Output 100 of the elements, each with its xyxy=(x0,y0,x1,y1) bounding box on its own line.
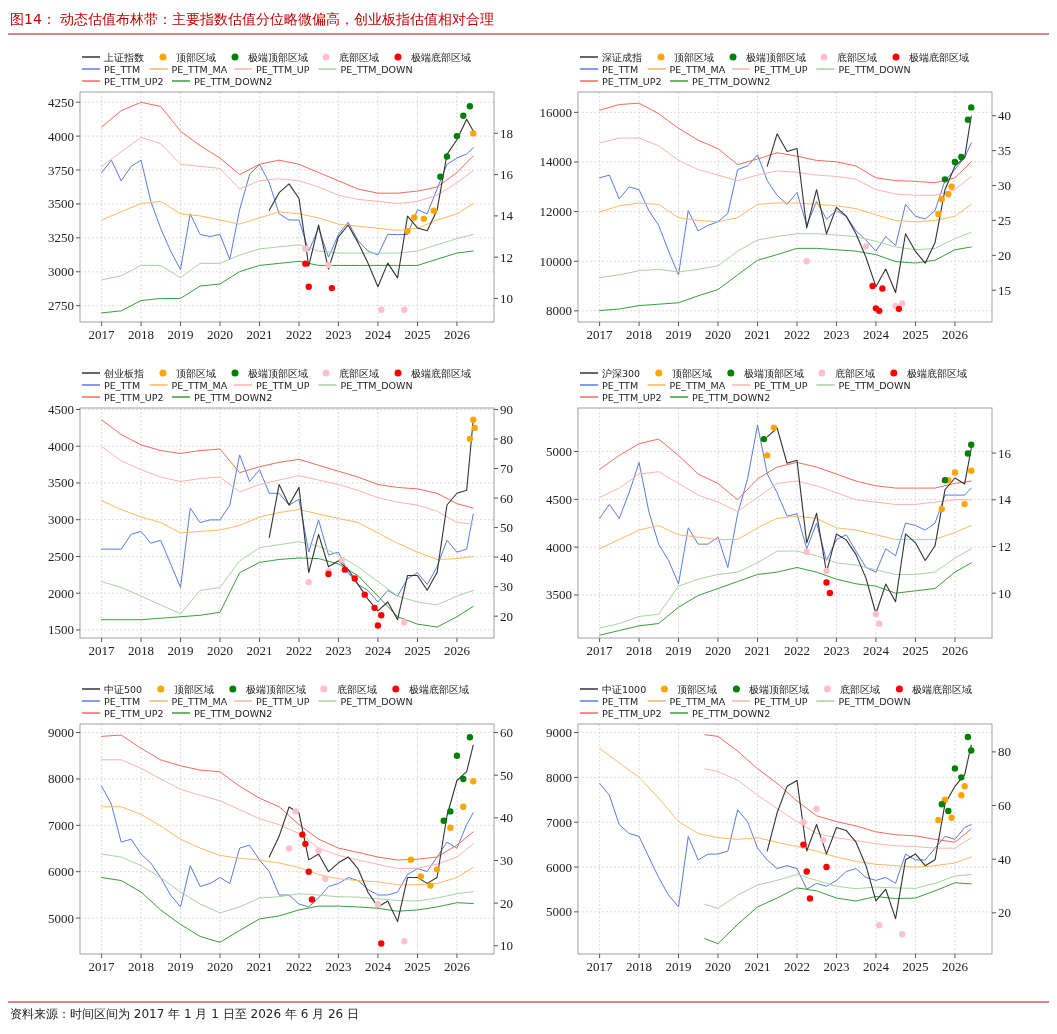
y2-tick-label: 14 xyxy=(500,208,514,224)
legend-label: 顶部区域 xyxy=(176,51,216,63)
line-series xyxy=(704,734,972,843)
y2-tick-label: 30 xyxy=(500,852,513,868)
point xyxy=(430,207,437,214)
point xyxy=(302,840,309,848)
legend-label: PE_TTM xyxy=(602,63,639,75)
y2-tick-label: 15 xyxy=(998,282,1011,298)
x-tick-label: 2025 xyxy=(404,327,431,342)
point xyxy=(374,900,382,908)
y2-tick-label: 90 xyxy=(500,401,513,417)
x-tick-label: 2024 xyxy=(862,327,890,342)
y2-tick-label: 60 xyxy=(998,798,1011,814)
y-tick-label: 1500 xyxy=(48,622,74,638)
y-tick-label: 7000 xyxy=(546,814,572,830)
legend-label: PE_TTM_UP xyxy=(754,379,808,391)
x-tick-label: 2023 xyxy=(325,959,352,974)
x-tick-label: 2023 xyxy=(823,327,850,342)
point xyxy=(951,469,959,476)
y2-tick-label: 10 xyxy=(500,938,513,954)
legend-label: 极端顶部区域 xyxy=(745,51,806,63)
legend-label: PE_TTM_DOWN xyxy=(838,695,911,707)
chart-title: 图14： 动态估值布林带：主要指数估值分位略微偏高，创业板指估值相对合理 xyxy=(10,11,495,27)
line-series xyxy=(101,734,474,861)
point xyxy=(935,816,942,824)
point xyxy=(308,896,316,903)
line-series xyxy=(599,102,972,184)
legend-label: PE_TTM_MA xyxy=(171,379,228,391)
x-tick-label: 2023 xyxy=(325,327,352,342)
point xyxy=(941,477,949,484)
y2-tick-label: 50 xyxy=(500,520,513,536)
point xyxy=(470,416,477,423)
point xyxy=(447,824,454,831)
y2-tick-label: 70 xyxy=(500,461,513,477)
x-tick-label: 2019 xyxy=(665,643,692,658)
x-tick-label: 2023 xyxy=(823,959,850,974)
y2-tick-label: 20 xyxy=(998,905,1011,921)
point xyxy=(951,765,959,772)
point xyxy=(401,938,408,945)
point xyxy=(941,796,949,803)
point xyxy=(764,452,771,459)
y-tick-label: 4000 xyxy=(546,539,572,555)
line-series xyxy=(101,445,474,525)
legend-label: 顶部区域 xyxy=(176,367,216,379)
point xyxy=(447,808,454,815)
x-tick-label: 2026 xyxy=(443,959,471,974)
y2-tick-label: 40 xyxy=(500,549,513,565)
y2-tick-label: 30 xyxy=(998,178,1011,194)
legend-label: 极端底部区域 xyxy=(410,367,471,379)
point xyxy=(453,132,461,140)
line-series xyxy=(704,768,972,849)
legend-label: PE_TTM_MA xyxy=(669,379,726,391)
x-tick-label: 2019 xyxy=(167,327,194,342)
legend-label: PE_TTM_UP2 xyxy=(602,75,662,87)
line-series xyxy=(599,137,972,196)
point xyxy=(325,261,332,269)
y2-tick-label: 20 xyxy=(500,608,513,624)
line-series xyxy=(704,882,972,945)
legend-label: 极端底部区域 xyxy=(410,51,471,63)
legend-label: 底部区域 xyxy=(834,367,875,379)
point xyxy=(407,856,415,863)
point xyxy=(948,814,955,821)
point xyxy=(427,882,434,889)
x-tick-label: 2025 xyxy=(902,327,929,342)
legend-label: PE_TTM xyxy=(104,695,141,707)
point xyxy=(964,450,972,457)
legend-label: PE_TTM_UP2 xyxy=(104,707,164,719)
y2-tick-label: 60 xyxy=(500,490,513,506)
point xyxy=(401,619,408,626)
x-tick-label: 2021 xyxy=(246,327,273,342)
x-tick-label: 2017 xyxy=(88,327,116,342)
point xyxy=(806,895,814,902)
legend-label: PE_TTM_UP xyxy=(256,379,310,391)
y-tick-label: 9000 xyxy=(48,725,74,741)
x-tick-label: 2018 xyxy=(626,327,653,342)
legend-label: PE_TTM_UP2 xyxy=(602,391,662,403)
legend-label: PE_TTM_DOWN xyxy=(838,63,911,75)
legend-label: 极端顶部区域 xyxy=(742,367,804,379)
x-tick-label: 2022 xyxy=(286,959,312,974)
y-tick-label: 3750 xyxy=(48,162,74,178)
y2-tick-label: 20 xyxy=(500,895,513,911)
x-tick-label: 2022 xyxy=(784,643,810,658)
x-tick-label: 2017 xyxy=(88,643,116,658)
line-series xyxy=(101,853,474,914)
x-tick-label: 2018 xyxy=(128,327,155,342)
y2-tick-label: 35 xyxy=(998,143,1011,159)
x-tick-label: 2026 xyxy=(941,327,969,342)
x-tick-label: 2025 xyxy=(404,643,431,658)
line-series xyxy=(599,231,972,279)
legend-label: 创业板指 xyxy=(104,367,144,379)
x-tick-label: 2025 xyxy=(902,959,929,974)
legend-label: 中证1000 xyxy=(602,683,647,695)
point xyxy=(876,307,883,315)
x-tick-label: 2024 xyxy=(364,327,392,342)
y-tick-label: 14000 xyxy=(539,154,572,170)
legend-label: PE_TTM_DOWN xyxy=(838,379,911,391)
legend-label: 中证500 xyxy=(104,683,143,695)
y2-tick-label: 10 xyxy=(998,585,1011,601)
x-tick-label: 2026 xyxy=(443,327,471,342)
legend-label: PE_TTM_UP xyxy=(754,63,808,75)
